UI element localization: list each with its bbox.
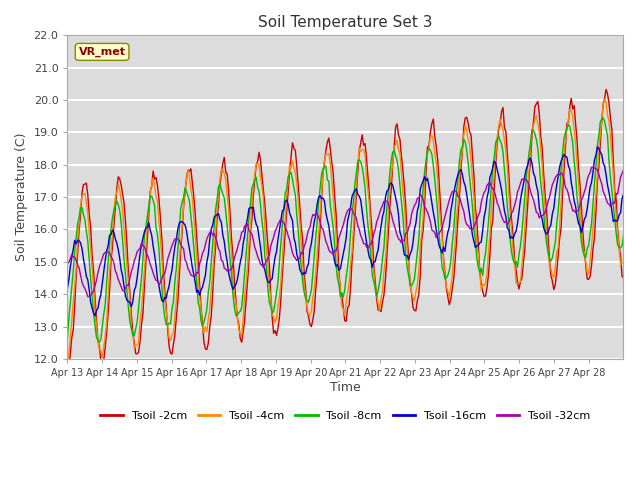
Tsoil -8cm <box>101 301 109 307</box>
Tsoil -2cm <box>351 214 359 219</box>
Line: Tsoil -2cm: Tsoil -2cm <box>67 89 623 369</box>
Tsoil -2cm <box>544 232 552 238</box>
Tsoil -2cm <box>101 344 109 350</box>
Tsoil -4cm <box>543 227 550 232</box>
Tsoil -2cm <box>84 192 92 198</box>
Tsoil -8cm <box>620 233 627 239</box>
Tsoil -8cm <box>544 249 552 255</box>
Tsoil -16cm <box>461 183 469 189</box>
Tsoil -16cm <box>593 144 601 150</box>
Tsoil -2cm <box>620 275 627 281</box>
Tsoil -4cm <box>83 199 90 205</box>
Tsoil -16cm <box>101 258 109 264</box>
Tsoil -16cm <box>620 192 627 197</box>
Tsoil -8cm <box>83 228 90 234</box>
Tsoil -8cm <box>351 180 359 186</box>
Line: Tsoil -16cm: Tsoil -16cm <box>67 147 623 316</box>
Y-axis label: Soil Temperature (C): Soil Temperature (C) <box>15 133 28 262</box>
Line: Tsoil -4cm: Tsoil -4cm <box>67 99 623 362</box>
Tsoil -8cm <box>63 335 71 340</box>
Tsoil -8cm <box>461 139 469 145</box>
Tsoil -32cm <box>589 164 597 170</box>
Line: Tsoil -8cm: Tsoil -8cm <box>67 118 623 342</box>
Tsoil -8cm <box>95 339 103 345</box>
Tsoil -2cm <box>602 86 610 92</box>
Tsoil -8cm <box>618 243 626 249</box>
Tsoil -2cm <box>63 364 71 370</box>
Title: Soil Temperature Set 3: Soil Temperature Set 3 <box>258 15 433 30</box>
Tsoil -16cm <box>618 195 626 201</box>
Tsoil -4cm <box>620 261 627 266</box>
Tsoil -32cm <box>83 289 90 295</box>
Tsoil -8cm <box>599 115 607 121</box>
Tsoil -16cm <box>83 274 90 279</box>
Legend: Tsoil -2cm, Tsoil -4cm, Tsoil -8cm, Tsoil -16cm, Tsoil -32cm: Tsoil -2cm, Tsoil -4cm, Tsoil -8cm, Tsoi… <box>96 407 595 425</box>
Tsoil -4cm <box>63 360 71 365</box>
Tsoil -32cm <box>618 170 626 176</box>
X-axis label: Time: Time <box>330 381 361 394</box>
Tsoil -32cm <box>84 294 92 300</box>
Tsoil -2cm <box>618 273 626 279</box>
Tsoil -4cm <box>100 345 108 350</box>
Tsoil -32cm <box>351 213 359 218</box>
Text: VR_met: VR_met <box>79 47 125 57</box>
Tsoil -16cm <box>92 313 99 319</box>
Tsoil -2cm <box>461 115 469 121</box>
Tsoil -2cm <box>65 366 73 372</box>
Tsoil -4cm <box>460 132 468 137</box>
Tsoil -16cm <box>544 229 552 235</box>
Tsoil -16cm <box>63 285 71 291</box>
Tsoil -32cm <box>63 260 71 266</box>
Tsoil -4cm <box>601 96 609 102</box>
Tsoil -4cm <box>349 224 357 229</box>
Tsoil -4cm <box>617 262 625 268</box>
Tsoil -32cm <box>544 199 552 204</box>
Tsoil -32cm <box>461 217 469 223</box>
Tsoil -16cm <box>351 188 359 193</box>
Tsoil -32cm <box>101 250 109 255</box>
Line: Tsoil -32cm: Tsoil -32cm <box>67 167 623 297</box>
Tsoil -32cm <box>620 167 627 173</box>
